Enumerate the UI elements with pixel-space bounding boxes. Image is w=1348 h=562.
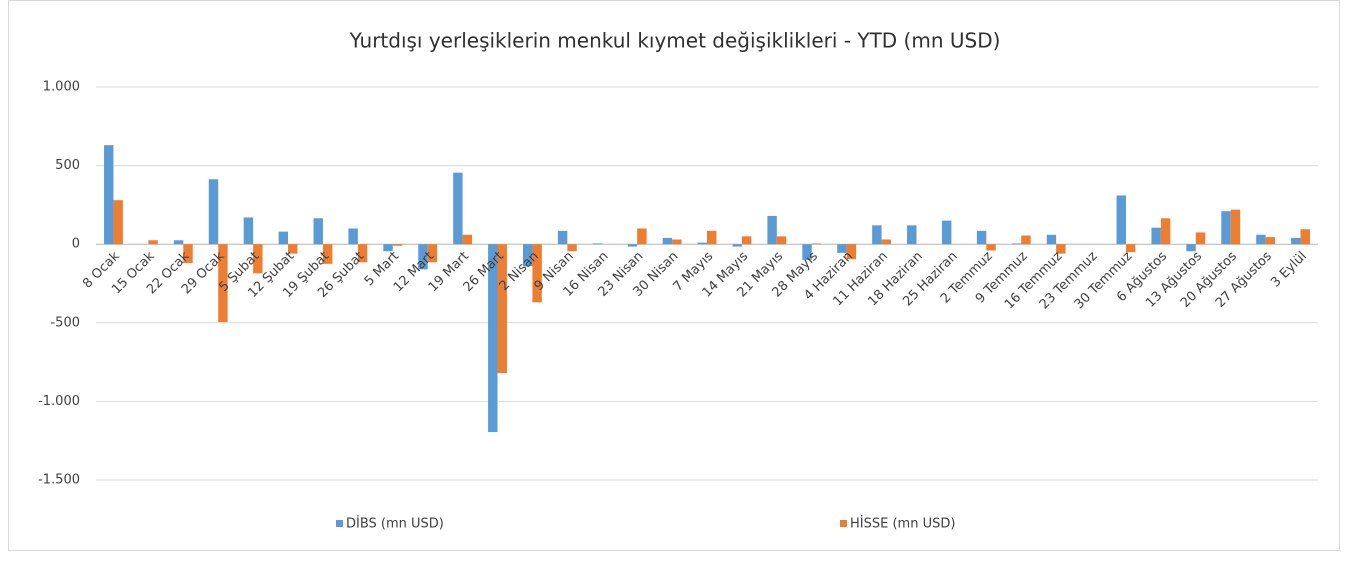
- bar: [1021, 235, 1031, 245]
- legend-label: DİBS (mn USD): [346, 516, 444, 532]
- bar: [986, 244, 996, 251]
- bar: [278, 231, 289, 245]
- bar: [453, 172, 463, 245]
- bar: [767, 215, 777, 245]
- bar: [776, 236, 787, 245]
- bar: [941, 220, 952, 245]
- bar: [802, 244, 812, 260]
- bar: [907, 225, 917, 245]
- bar: [313, 218, 323, 245]
- bar: [741, 236, 752, 245]
- bar: [662, 237, 673, 245]
- bar: [637, 228, 647, 245]
- bar: [1256, 234, 1266, 245]
- bar: [1125, 244, 1136, 253]
- bar: [872, 225, 882, 245]
- bar: [707, 230, 717, 245]
- bar: [881, 239, 891, 245]
- bar: [1011, 243, 1022, 245]
- bar: [173, 240, 184, 245]
- bar: [567, 244, 577, 252]
- bar: [383, 244, 393, 252]
- y-tick-label: -500: [50, 315, 80, 330]
- bar: [148, 240, 158, 245]
- y-tick-label: 1.000: [43, 80, 80, 95]
- bar: [488, 244, 498, 433]
- bar: [1230, 209, 1241, 245]
- bar: [1116, 195, 1126, 245]
- y-tick-label: 500: [55, 158, 80, 173]
- bar: [1151, 227, 1161, 245]
- bar: [672, 239, 682, 245]
- bar: [427, 244, 438, 263]
- bar: [523, 244, 533, 267]
- legend-swatch: [336, 520, 343, 527]
- bar: [627, 244, 638, 247]
- bar: [104, 145, 114, 245]
- bar: [1300, 229, 1310, 245]
- bar: [218, 244, 228, 323]
- chart-title: Yurtdışı yerleşiklerin menkul kıymet değ…: [349, 29, 1001, 53]
- y-tick-label: -1.500: [38, 473, 80, 488]
- bar: [976, 230, 987, 245]
- bar: [1195, 232, 1206, 245]
- bar: [357, 244, 368, 263]
- bar: [392, 244, 403, 246]
- bar: [1160, 218, 1171, 245]
- bar: [837, 244, 847, 253]
- bar: [557, 230, 568, 245]
- bar: [348, 228, 358, 245]
- bar: [208, 179, 219, 245]
- bar: [732, 244, 742, 247]
- bar: [697, 242, 707, 245]
- legend-label: HİSSE (mn USD): [850, 516, 955, 532]
- bar: [1046, 234, 1057, 245]
- bar: [418, 244, 428, 270]
- y-tick-label: 0: [72, 237, 80, 252]
- bar: [253, 244, 263, 274]
- bar: [592, 243, 603, 245]
- bar: [462, 234, 473, 245]
- bar: [113, 200, 123, 245]
- bar: [811, 243, 822, 245]
- bar: [846, 244, 857, 260]
- bar: [1056, 244, 1066, 254]
- bar: [497, 244, 507, 374]
- bar: [1291, 237, 1301, 245]
- bar: [243, 217, 254, 245]
- chart-border: [8, 0, 1340, 551]
- bar: [1265, 237, 1276, 245]
- bar: [288, 244, 298, 254]
- bar: [322, 244, 333, 264]
- bar: [532, 244, 542, 303]
- y-tick-label: -1.000: [38, 394, 80, 409]
- legend-swatch: [840, 520, 847, 527]
- bar: [1221, 211, 1231, 245]
- bar: [183, 244, 193, 264]
- bar: [1186, 244, 1196, 252]
